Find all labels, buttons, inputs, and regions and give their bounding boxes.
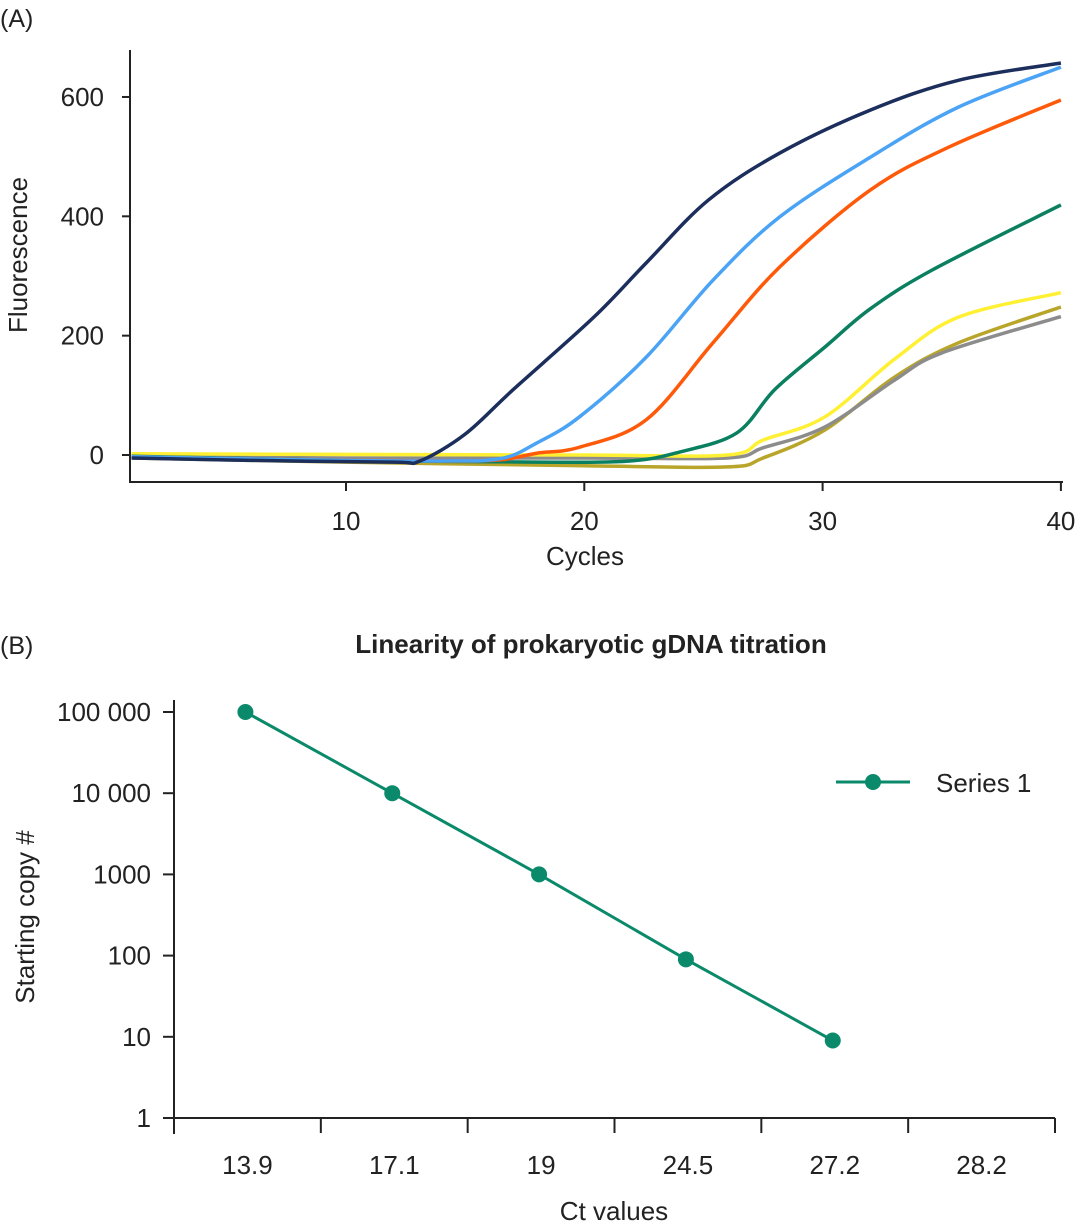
x-tick-label: 28.2 bbox=[956, 1150, 1007, 1180]
x-tick-label: 19 bbox=[527, 1150, 556, 1180]
y-tick-label: 0 bbox=[90, 440, 104, 470]
panel-b-series bbox=[237, 704, 841, 1049]
x-tick-label: 17.1 bbox=[369, 1150, 420, 1180]
data-point bbox=[677, 951, 694, 968]
y-tick-label: 200 bbox=[61, 321, 104, 351]
x-tick-label: 20 bbox=[570, 506, 599, 536]
panel-b: (B) Linearity of prokaryotic gDNA titrat… bbox=[0, 629, 1056, 1226]
legend: Series 1 bbox=[836, 768, 1031, 798]
data-point bbox=[384, 785, 401, 802]
amplification-curve-2 bbox=[131, 65, 1062, 463]
y-tick-label: 10 bbox=[122, 1022, 151, 1052]
panel-a-y-ticks: 0 200 400 600 bbox=[61, 82, 130, 470]
panel-b-x-label: Ct values bbox=[560, 1196, 668, 1226]
x-tick-label: 30 bbox=[808, 506, 837, 536]
panel-a: (A) 10 20 30 40 0 200 400 600 Cycles Fluoresce… bbox=[0, 5, 1075, 571]
x-tick-label: 24.5 bbox=[663, 1150, 714, 1180]
panel-b-x-ticks: 13.9 17.1 19 24.5 27.2 28.2 bbox=[173, 1118, 1056, 1180]
amplification-curve-4 bbox=[131, 203, 1062, 465]
y-tick-label: 100 bbox=[108, 941, 151, 971]
panel-b-title: Linearity of prokaryotic gDNA titration bbox=[355, 629, 826, 659]
legend-marker bbox=[865, 774, 881, 790]
panel-a-x-ticks: 10 20 30 40 bbox=[332, 482, 1075, 536]
y-tick-label: 10 000 bbox=[71, 778, 151, 808]
x-tick-label: 10 bbox=[332, 506, 361, 536]
y-tick-label: 100 000 bbox=[57, 697, 151, 727]
data-point bbox=[531, 866, 548, 883]
panel-a-series bbox=[131, 61, 1062, 470]
amplification-curve-6 bbox=[131, 314, 1062, 461]
data-point bbox=[237, 704, 254, 720]
y-tick-label: 600 bbox=[61, 82, 104, 112]
panel-b-y-ticks: 100 000 10 000 1000 100 10 1 bbox=[57, 697, 174, 1133]
x-tick-label: 40 bbox=[1046, 506, 1075, 536]
amplification-curve-3 bbox=[131, 98, 1062, 463]
x-tick-label: 27.2 bbox=[809, 1150, 860, 1180]
panel-b-y-label: Starting copy # bbox=[10, 830, 40, 1004]
y-tick-label: 400 bbox=[61, 201, 104, 231]
amplification-curve-5 bbox=[131, 290, 1062, 458]
panel-a-x-label: Cycles bbox=[546, 541, 624, 571]
panel-a-label: (A) bbox=[0, 5, 33, 33]
data-point bbox=[824, 1032, 841, 1049]
amplification-curve-1 bbox=[131, 61, 1062, 466]
panel-a-y-label: Fluorescence bbox=[3, 177, 33, 333]
x-tick-label: 13.9 bbox=[222, 1150, 273, 1180]
panel-b-label: (B) bbox=[0, 632, 33, 660]
y-tick-label: 1000 bbox=[93, 859, 151, 889]
y-tick-label: 1 bbox=[137, 1103, 151, 1133]
legend-label: Series 1 bbox=[936, 768, 1031, 798]
